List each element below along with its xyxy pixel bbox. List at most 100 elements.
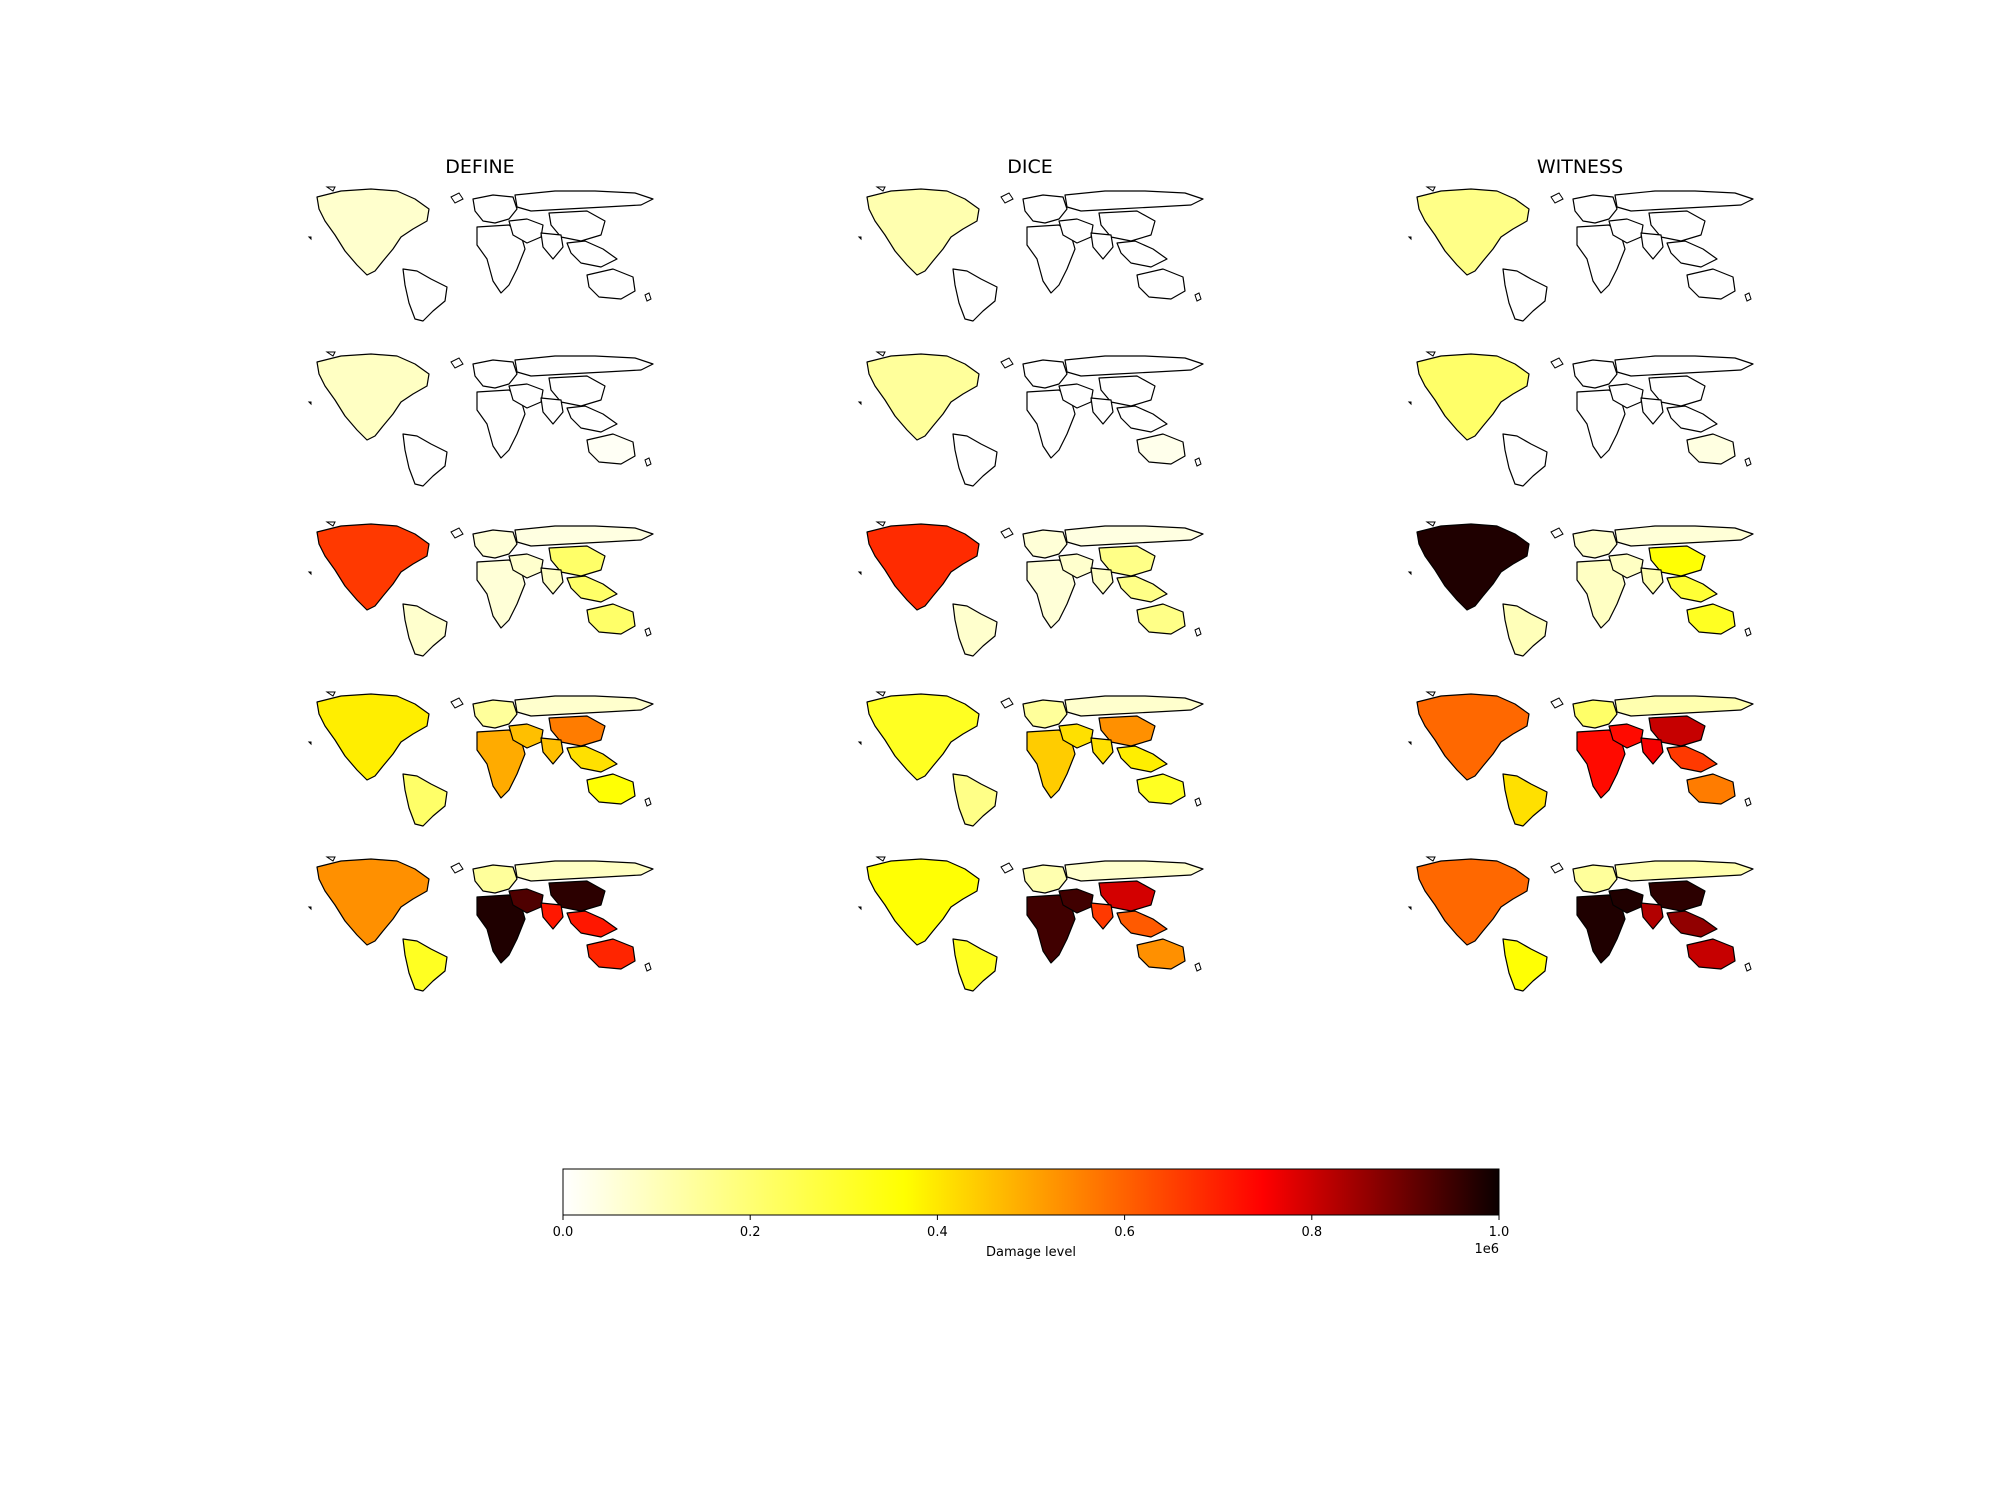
region-australia bbox=[1136, 433, 1186, 465]
region-north-america bbox=[1416, 693, 1530, 781]
region-south-asia bbox=[1090, 397, 1114, 425]
island-outline-1 bbox=[1425, 186, 1436, 192]
region-europe bbox=[1572, 194, 1618, 224]
region-north-america bbox=[316, 523, 430, 611]
region-australia bbox=[1136, 938, 1186, 970]
region-north-america bbox=[1416, 188, 1530, 276]
region-south-america bbox=[952, 433, 998, 487]
map-panel-dice-row-5 bbox=[857, 856, 1204, 992]
region-china bbox=[1098, 375, 1156, 407]
region-europe bbox=[1022, 864, 1068, 894]
region-china bbox=[1648, 880, 1706, 912]
island-outline-3 bbox=[857, 741, 862, 746]
island-outline-3 bbox=[307, 401, 312, 406]
island-outline-2 bbox=[644, 797, 652, 807]
island-outline-2 bbox=[1744, 962, 1752, 972]
island-outline-1 bbox=[875, 691, 886, 697]
region-russia bbox=[1614, 190, 1754, 212]
region-north-america bbox=[316, 693, 430, 781]
region-europe bbox=[1022, 194, 1068, 224]
region-russia bbox=[514, 525, 654, 547]
region-russia bbox=[514, 860, 654, 882]
map-panel-dice-row-1 bbox=[857, 186, 1204, 322]
region-australia bbox=[1136, 603, 1186, 635]
island-outline-2 bbox=[644, 627, 652, 637]
region-south-asia bbox=[540, 232, 564, 260]
region-china bbox=[1648, 210, 1706, 242]
region-europe bbox=[1572, 529, 1618, 559]
island-outline-0 bbox=[1000, 357, 1014, 369]
region-australia bbox=[586, 603, 636, 635]
region-south-asia bbox=[1640, 567, 1664, 595]
island-outline-0 bbox=[1550, 357, 1564, 369]
region-north-america bbox=[866, 188, 980, 276]
region-china bbox=[1098, 545, 1156, 577]
region-australia bbox=[1686, 603, 1736, 635]
region-russia bbox=[1064, 190, 1204, 212]
region-southeast-asia bbox=[1666, 745, 1718, 773]
region-north-america bbox=[1416, 523, 1530, 611]
island-outline-0 bbox=[1000, 527, 1014, 539]
region-europe bbox=[472, 699, 518, 729]
island-outline-1 bbox=[875, 351, 886, 357]
island-outline-1 bbox=[1425, 521, 1436, 527]
region-southeast-asia bbox=[1116, 745, 1168, 773]
region-southeast-asia bbox=[1116, 405, 1168, 433]
region-europe bbox=[472, 864, 518, 894]
region-europe bbox=[1022, 699, 1068, 729]
region-china bbox=[1648, 375, 1706, 407]
region-russia bbox=[514, 695, 654, 717]
region-south-asia bbox=[1640, 232, 1664, 260]
region-southeast-asia bbox=[1666, 575, 1718, 603]
region-south-asia bbox=[1640, 902, 1664, 930]
map-panel-define-row-4 bbox=[307, 691, 654, 827]
colorbar-tick-label: 1.0 bbox=[1489, 1225, 1510, 1240]
region-south-asia bbox=[1090, 902, 1114, 930]
island-outline-1 bbox=[875, 521, 886, 527]
region-china bbox=[1648, 545, 1706, 577]
region-russia bbox=[514, 190, 654, 212]
island-outline-2 bbox=[1194, 457, 1202, 467]
island-outline-1 bbox=[325, 691, 336, 697]
island-outline-0 bbox=[1550, 527, 1564, 539]
region-north-america bbox=[866, 693, 980, 781]
island-outline-2 bbox=[644, 962, 652, 972]
island-outline-2 bbox=[1194, 627, 1202, 637]
region-australia bbox=[586, 433, 636, 465]
region-north-america bbox=[866, 523, 980, 611]
region-north-america bbox=[1416, 858, 1530, 946]
island-outline-3 bbox=[307, 236, 312, 241]
island-outline-0 bbox=[450, 192, 464, 204]
region-south-america bbox=[952, 938, 998, 992]
map-panel-witness-row-3 bbox=[1407, 521, 1754, 657]
region-south-america bbox=[402, 433, 448, 487]
region-europe bbox=[472, 359, 518, 389]
island-outline-3 bbox=[857, 401, 862, 406]
island-outline-3 bbox=[307, 906, 312, 911]
region-australia bbox=[1686, 268, 1736, 300]
island-outline-2 bbox=[1194, 797, 1202, 807]
region-russia bbox=[1614, 525, 1754, 547]
island-outline-3 bbox=[1407, 236, 1412, 241]
colorbar-gradient bbox=[562, 1168, 1500, 1216]
island-outline-3 bbox=[1407, 401, 1412, 406]
region-europe bbox=[1572, 864, 1618, 894]
region-southeast-asia bbox=[566, 910, 618, 938]
map-panel-witness-row-2 bbox=[1407, 351, 1754, 487]
region-south-america bbox=[952, 268, 998, 322]
island-outline-1 bbox=[325, 521, 336, 527]
region-europe bbox=[1572, 699, 1618, 729]
region-north-america bbox=[866, 858, 980, 946]
region-southeast-asia bbox=[1666, 240, 1718, 268]
region-southeast-asia bbox=[1666, 910, 1718, 938]
region-south-america bbox=[952, 603, 998, 657]
region-north-america bbox=[316, 188, 430, 276]
island-outline-2 bbox=[1744, 797, 1752, 807]
column-titles: DEFINE DICE WITNESS bbox=[445, 156, 1623, 178]
island-outline-0 bbox=[450, 862, 464, 874]
region-southeast-asia bbox=[1666, 405, 1718, 433]
island-outline-0 bbox=[1550, 192, 1564, 204]
island-outline-2 bbox=[644, 457, 652, 467]
region-china bbox=[548, 210, 606, 242]
